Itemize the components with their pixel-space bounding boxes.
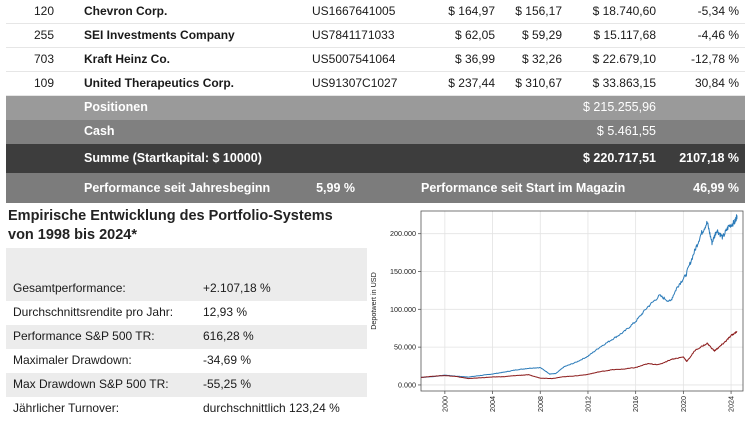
qty: 120 xyxy=(33,4,54,18)
positions-row: Positionen $ 215.255,96 xyxy=(6,96,745,120)
statistic-label: Max Drawdown S&P 500 TR: xyxy=(13,377,169,391)
company-name: SEI Investments Company xyxy=(84,28,235,42)
statistic-label: Performance S&P 500 TR: xyxy=(13,329,155,343)
x-tick-label: 2020 xyxy=(679,396,688,412)
buy-price: $ 62,05 xyxy=(454,28,495,42)
statistics-panel: Empirische Entwicklung des Portfolio-Sys… xyxy=(6,203,367,421)
statistic-value: -34,69 % xyxy=(203,353,252,367)
qty: 703 xyxy=(33,52,54,66)
since-start-performance-label: Performance seit Start im Magazin xyxy=(421,181,626,195)
statistic-value: durchschnittlich 123,24 % xyxy=(203,401,340,415)
current-price: $ 32,26 xyxy=(521,52,562,66)
portfolio-chart: 0.000 50.000 100.000 150.000 200.000 2000 2004… xyxy=(367,203,750,421)
total-label: Summe (Startkapital: $ 10000) xyxy=(84,151,262,165)
company-name: Kraft Heinz Co. xyxy=(84,52,171,66)
positions-value: $ 215.255,96 xyxy=(583,100,656,114)
x-tick-label: 2004 xyxy=(488,396,497,412)
y-tick-label: 0.000 xyxy=(398,380,416,389)
current-price: $ 156,17 xyxy=(515,4,562,18)
portfolio-line-chart: 0.000 50.000 100.000 150.000 200.000 2000 2004… xyxy=(369,210,744,412)
cash-row: Cash $ 5.461,55 xyxy=(6,120,745,144)
isin: US7841171033 xyxy=(312,28,395,42)
statistic-row: Jährlicher Turnover: durchschnittlich 123… xyxy=(6,397,367,421)
current-price: $ 59,29 xyxy=(521,28,562,42)
statistic-row: Performance S&P 500 TR: 616,28 % xyxy=(6,325,367,349)
statistic-row: Gesamtperformance: +2.107,18 % xyxy=(6,277,367,301)
statistic-value: 12,93 % xyxy=(203,305,248,319)
company-name: United Therapeutics Corp. xyxy=(84,76,235,90)
isin: US5007541064 xyxy=(312,52,396,66)
series-line-0 xyxy=(420,214,738,378)
qty: 255 xyxy=(33,28,54,42)
total-value: $ 220.717,51 xyxy=(583,151,656,165)
statistic-value: +2.107,18 % xyxy=(203,281,271,295)
statistic-row: Max Drawdown S&P 500 TR: -55,25 % xyxy=(6,373,367,397)
statistics-title-line2: von 1998 bis 2024* xyxy=(8,227,137,243)
series-line-1 xyxy=(420,331,738,380)
ytd-performance-label: Performance seit Jahresbeginn xyxy=(84,181,271,195)
performance-row: Performance seit Jahresbeginn 5,99 % Per… xyxy=(6,173,745,203)
statistic-label: Jährlicher Turnover: xyxy=(13,401,120,415)
isin: US1667641005 xyxy=(312,4,396,18)
isin: US91307C1027 xyxy=(312,76,398,90)
table-row: 109 United Therapeutics Corp. US91307C1027… xyxy=(6,72,745,96)
y-axis-label: Depotwert in USD xyxy=(369,272,378,330)
y-tick-label: 200.000 xyxy=(390,229,416,238)
position-value: $ 15.117,68 xyxy=(593,28,656,42)
buy-price: $ 237,44 xyxy=(448,76,495,90)
y-tick-label: 150.000 xyxy=(390,267,416,276)
position-performance: -4,46 % xyxy=(697,28,739,42)
buy-price: $ 164,97 xyxy=(448,4,495,18)
x-tick-label: 2016 xyxy=(631,396,640,412)
position-value: $ 33.863,15 xyxy=(592,76,656,90)
x-tick-label: 2024 xyxy=(727,396,736,412)
statistics-spacer-row xyxy=(6,248,367,277)
cash-label: Cash xyxy=(84,124,115,138)
table-row: 255 SEI Investments Company US7841171033 $ … xyxy=(6,24,745,48)
company-name: Chevron Corp. xyxy=(84,4,168,18)
table-row: 120 Chevron Corp. US1667641005 $ 164,97 $ 15… xyxy=(6,0,745,24)
since-start-performance-value: 46,99 % xyxy=(693,181,739,195)
position-performance: -5,34 % xyxy=(697,4,739,18)
qty: 109 xyxy=(33,76,54,90)
position-value: $ 18.740,60 xyxy=(592,4,656,18)
x-tick-label: 2008 xyxy=(536,396,545,412)
x-tick-label: 2012 xyxy=(583,396,592,412)
total-row: Summe (Startkapital: $ 10000) $ 220.717,… xyxy=(6,144,745,173)
position-value: $ 22.679,10 xyxy=(592,52,656,66)
statistic-label: Maximaler Drawdown: xyxy=(13,353,132,367)
total-performance: 2107,18 % xyxy=(679,151,739,165)
y-tick-label: 50.000 xyxy=(394,343,416,352)
x-tick-label: 2000 xyxy=(440,396,449,412)
position-performance: 30,84 % xyxy=(694,76,739,90)
current-price: $ 310,67 xyxy=(515,76,562,90)
cash-value: $ 5.461,55 xyxy=(596,124,656,138)
table-row: 703 Kraft Heinz Co. US5007541064 $ 36,99 $ 3… xyxy=(6,48,745,72)
statistic-label: Durchschnittsrendite pro Jahr: xyxy=(13,305,174,319)
statistic-row: Maximaler Drawdown: -34,69 % xyxy=(6,349,367,373)
plot-frame xyxy=(420,210,744,392)
statistic-value: -55,25 % xyxy=(203,377,252,391)
statistic-value: 616,28 % xyxy=(203,329,254,343)
statistics-title: Empirische Entwicklung des Portfolio-Sys… xyxy=(8,207,363,245)
holdings-table: 120 Chevron Corp. US1667641005 $ 164,97 $ 15… xyxy=(6,0,745,203)
statistics-title-line1: Empirische Entwicklung des Portfolio-Sys… xyxy=(8,208,333,224)
positions-label: Positionen xyxy=(84,100,148,114)
ytd-performance-value: 5,99 % xyxy=(316,181,355,195)
statistic-row: Durchschnittsrendite pro Jahr: 12,93 % xyxy=(6,301,367,325)
y-tick-label: 100.000 xyxy=(390,305,416,314)
statistic-label: Gesamtperformance: xyxy=(13,281,126,295)
position-performance: -12,78 % xyxy=(690,52,739,66)
buy-price: $ 36,99 xyxy=(454,52,495,66)
